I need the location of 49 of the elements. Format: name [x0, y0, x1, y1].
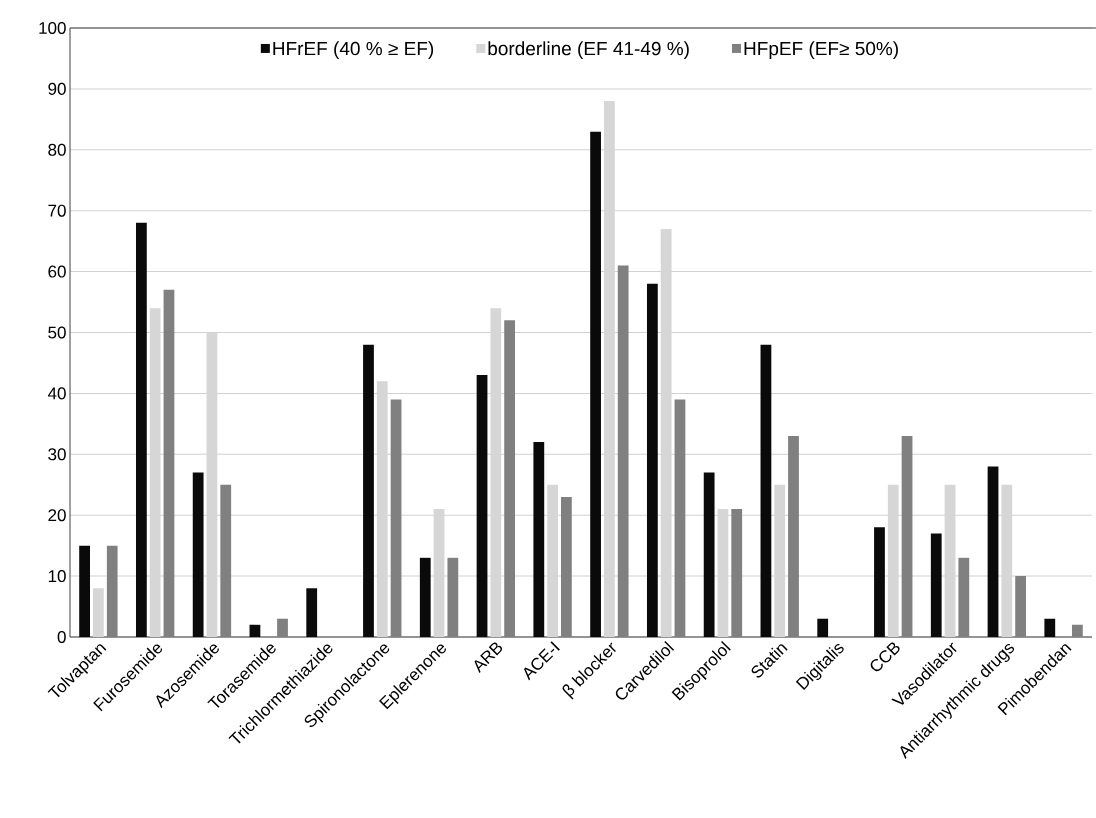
legend-label: HFrEF (40 % ≥ EF) — [273, 41, 434, 60]
bar — [731, 509, 743, 637]
y-tick-label: 40 — [47, 387, 66, 400]
y-tick-label: 60 — [48, 265, 66, 278]
bar — [1071, 624, 1083, 637]
bar — [106, 545, 118, 637]
y-tick-label: 90 — [48, 82, 66, 95]
bar — [79, 545, 90, 637]
bar — [93, 588, 104, 637]
y-tick-label: 30 — [48, 448, 66, 461]
bar — [817, 618, 829, 637]
bar — [958, 557, 970, 637]
bar — [901, 436, 913, 637]
bar — [874, 527, 885, 637]
bar — [163, 289, 175, 637]
y-tick-label: 50 — [48, 326, 66, 339]
y-tick-label: 100 — [39, 21, 66, 35]
bar — [390, 399, 402, 637]
bar — [646, 283, 658, 637]
bar — [419, 557, 431, 637]
bar — [590, 131, 601, 637]
bar — [561, 496, 572, 637]
y-tick-label: 20 — [48, 509, 66, 522]
bar — [617, 265, 629, 637]
legend-label: HFpEF (EF≥ 50%) — [744, 41, 898, 60]
bar — [220, 484, 232, 637]
bar — [277, 618, 288, 637]
bar — [703, 472, 715, 637]
y-tick-label: 0 — [57, 630, 66, 644]
bar — [788, 436, 799, 637]
bar — [533, 442, 545, 637]
bar — [930, 533, 942, 637]
legend-label: borderline (EF 41-49 %) — [488, 41, 689, 60]
bar — [504, 320, 516, 637]
bar — [135, 222, 147, 637]
y-tick-label: 10 — [48, 570, 66, 583]
bar — [987, 466, 999, 637]
bar — [306, 588, 318, 637]
bar — [1015, 576, 1026, 637]
bar — [476, 375, 488, 637]
bar — [192, 472, 204, 637]
y-tick-label: 70 — [48, 204, 66, 217]
bar — [249, 624, 261, 637]
bar — [760, 344, 772, 637]
bar — [1044, 618, 1056, 637]
y-tick-label: 80 — [48, 143, 66, 156]
bar — [363, 344, 374, 637]
bar — [447, 557, 459, 637]
bar — [674, 399, 686, 637]
